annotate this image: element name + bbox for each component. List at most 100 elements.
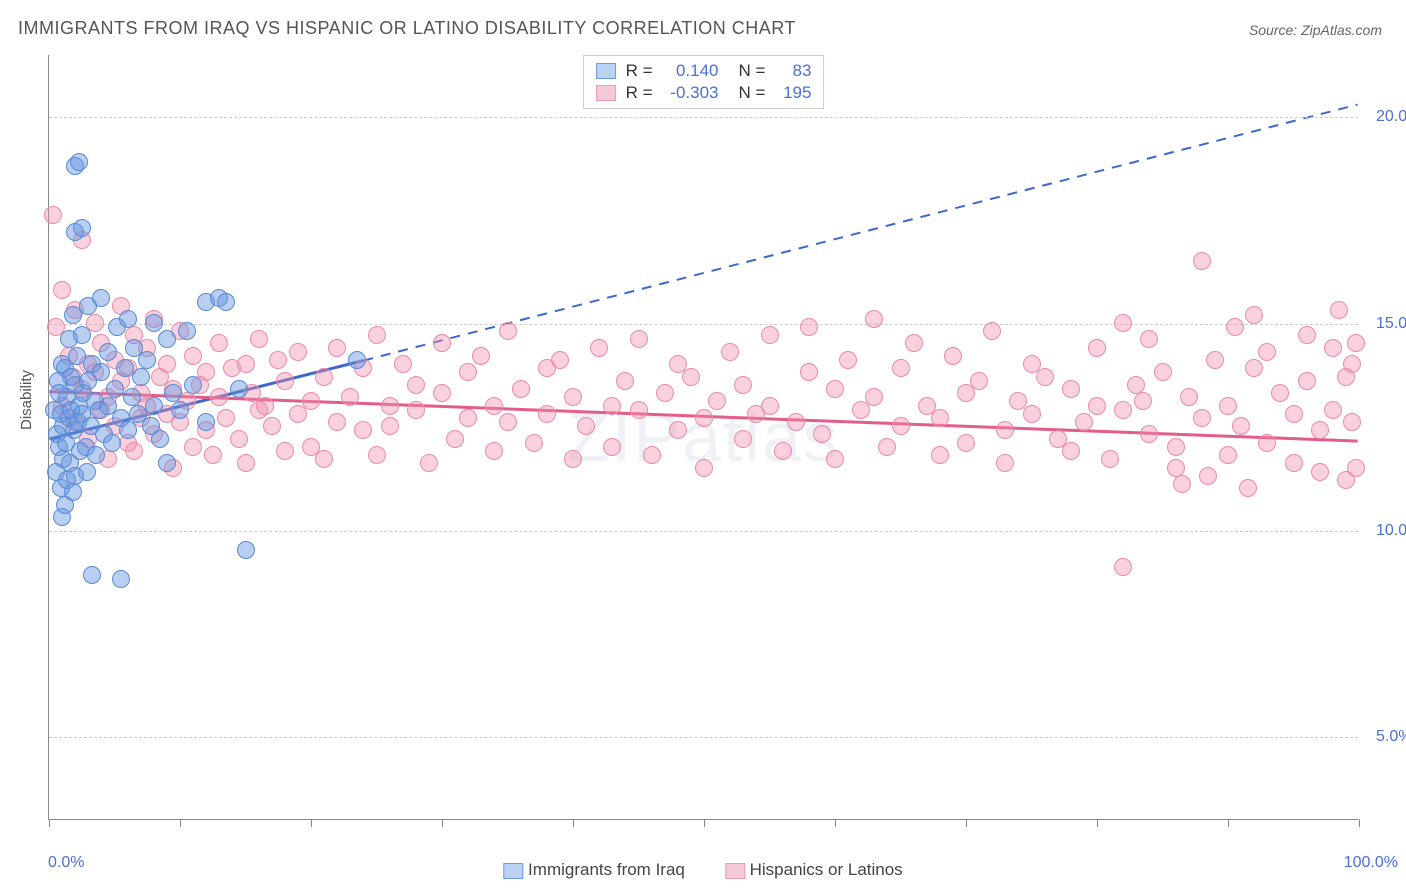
data-point bbox=[407, 376, 425, 394]
data-point bbox=[996, 421, 1014, 439]
data-point bbox=[577, 417, 595, 435]
y-tick-label: 5.0% bbox=[1362, 728, 1406, 746]
data-point bbox=[276, 372, 294, 390]
data-point bbox=[603, 438, 621, 456]
data-point bbox=[145, 397, 163, 415]
data-point bbox=[656, 384, 674, 402]
legend-bottom: Immigrants from Iraq Hispanics or Latino… bbox=[503, 860, 902, 880]
data-point bbox=[230, 430, 248, 448]
data-point bbox=[368, 326, 386, 344]
data-point bbox=[630, 330, 648, 348]
data-point bbox=[1114, 314, 1132, 332]
data-point bbox=[106, 380, 124, 398]
data-point bbox=[73, 219, 91, 237]
stat-r-label: R = bbox=[626, 83, 653, 103]
data-point bbox=[1219, 446, 1237, 464]
data-point bbox=[394, 355, 412, 373]
data-point bbox=[1311, 463, 1329, 481]
data-point bbox=[905, 334, 923, 352]
data-point bbox=[1180, 388, 1198, 406]
data-point bbox=[237, 541, 255, 559]
stat-n-value: 83 bbox=[775, 61, 811, 81]
trend-line bbox=[363, 105, 1357, 361]
data-point bbox=[1298, 326, 1316, 344]
data-point bbox=[1271, 384, 1289, 402]
data-point bbox=[944, 347, 962, 365]
legend-item-iraq: Immigrants from Iraq bbox=[503, 860, 685, 880]
data-point bbox=[302, 392, 320, 410]
data-point bbox=[1075, 413, 1093, 431]
data-point bbox=[603, 397, 621, 415]
data-point bbox=[348, 351, 366, 369]
stat-n-label: N = bbox=[739, 61, 766, 81]
data-point bbox=[158, 330, 176, 348]
data-point bbox=[119, 421, 137, 439]
swatch-icon bbox=[725, 863, 745, 879]
data-point bbox=[1062, 380, 1080, 398]
legend-label: Immigrants from Iraq bbox=[528, 860, 685, 879]
x-tick bbox=[180, 819, 181, 827]
y-tick-label: 10.0% bbox=[1362, 522, 1406, 540]
data-point bbox=[1239, 479, 1257, 497]
gridline: 20.0% bbox=[49, 117, 1358, 118]
data-point bbox=[800, 318, 818, 336]
data-point bbox=[263, 417, 281, 435]
data-point bbox=[433, 334, 451, 352]
data-point bbox=[708, 392, 726, 410]
data-point bbox=[512, 380, 530, 398]
data-point bbox=[269, 351, 287, 369]
stat-r-value: 0.140 bbox=[663, 61, 719, 81]
swatch-icon bbox=[596, 63, 616, 79]
data-point bbox=[64, 483, 82, 501]
data-point bbox=[459, 363, 477, 381]
data-point bbox=[210, 388, 228, 406]
data-point bbox=[931, 409, 949, 427]
data-point bbox=[865, 388, 883, 406]
data-point bbox=[734, 376, 752, 394]
data-point bbox=[289, 343, 307, 361]
data-point bbox=[1140, 425, 1158, 443]
data-point bbox=[813, 425, 831, 443]
data-point bbox=[1114, 401, 1132, 419]
data-point bbox=[551, 351, 569, 369]
data-point bbox=[103, 434, 121, 452]
data-point bbox=[590, 339, 608, 357]
data-point bbox=[178, 322, 196, 340]
data-point bbox=[839, 351, 857, 369]
data-point bbox=[1173, 475, 1191, 493]
data-point bbox=[217, 293, 235, 311]
data-point bbox=[472, 347, 490, 365]
data-point bbox=[865, 310, 883, 328]
data-point bbox=[1347, 459, 1365, 477]
data-point bbox=[217, 409, 235, 427]
data-point bbox=[1311, 421, 1329, 439]
data-point bbox=[1324, 339, 1342, 357]
x-tick bbox=[966, 819, 967, 827]
data-point bbox=[826, 380, 844, 398]
data-point bbox=[538, 405, 556, 423]
data-point bbox=[800, 363, 818, 381]
x-tick bbox=[573, 819, 574, 827]
data-point bbox=[695, 409, 713, 427]
data-point bbox=[1285, 405, 1303, 423]
data-point bbox=[970, 372, 988, 390]
x-tick bbox=[442, 819, 443, 827]
data-point bbox=[682, 368, 700, 386]
data-point bbox=[138, 351, 156, 369]
data-point bbox=[92, 363, 110, 381]
data-point bbox=[433, 384, 451, 402]
data-point bbox=[499, 413, 517, 431]
data-point bbox=[123, 388, 141, 406]
data-point bbox=[499, 322, 517, 340]
data-point bbox=[420, 454, 438, 472]
data-point bbox=[1127, 376, 1145, 394]
data-point bbox=[328, 339, 346, 357]
data-point bbox=[158, 454, 176, 472]
stat-r-label: R = bbox=[626, 61, 653, 81]
data-point bbox=[1062, 442, 1080, 460]
data-point bbox=[151, 430, 169, 448]
data-point bbox=[125, 442, 143, 460]
data-point bbox=[734, 430, 752, 448]
correlation-stats-box: R =0.140N =83R =-0.303N =195 bbox=[583, 55, 825, 109]
stat-r-value: -0.303 bbox=[663, 83, 719, 103]
